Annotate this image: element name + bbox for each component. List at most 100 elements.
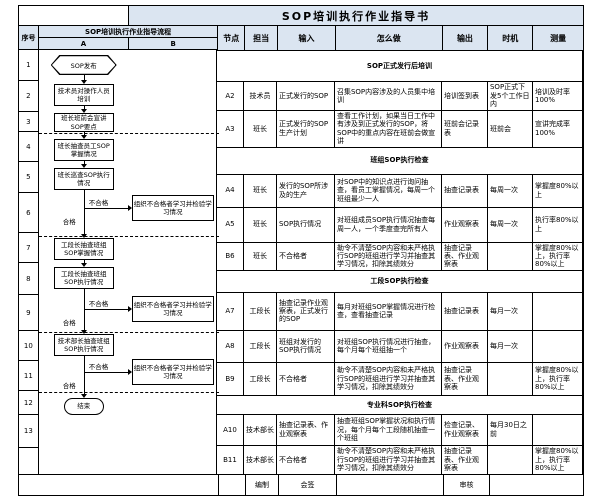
cell-measure: 宣讲完成率100% — [531, 110, 584, 148]
flow-start-shape: SOP发布 — [50, 55, 117, 75]
section-divider-dashed — [38, 332, 219, 333]
section-row: 专业科SOP执行检查 — [215, 394, 584, 415]
page-title: SOP培训执行作业指导书 — [129, 6, 583, 26]
seq-3: 3 — [19, 112, 39, 132]
cell-role: 班长 — [242, 110, 277, 148]
arrow-down-icon — [80, 135, 87, 139]
section-title: 专业科SOP执行检查 — [215, 394, 584, 415]
branch-pass-label: 合格 — [62, 382, 76, 390]
cell-measure — [531, 329, 584, 363]
cell-how: 勒令不清楚SOP内容和未严格执行SOP的班组进行学习并抽查其学习情况，扣除其绩效… — [333, 241, 442, 271]
cell-role: 工段长 — [242, 361, 277, 396]
section-title: SOP正式发行后培训 — [215, 50, 584, 82]
seq-5: 5 — [19, 162, 39, 193]
header-band: 序号 SOP培训执行作业指导流程 A B 节点 担当 输入 怎么做 输出 时机 … — [19, 26, 584, 50]
seq-12: 12 — [19, 391, 39, 415]
seq-9: 9 — [19, 295, 39, 331]
cell-how: 查看工作计划，如果当日工作中有涉及到正式发行的SOP，将SOP中的重点内容在班前… — [333, 110, 442, 148]
col-header-timing: 时机 — [488, 26, 534, 50]
cell-measure — [531, 413, 584, 446]
cell-how: 对SOP中的知识点进行询问抽查，看员工掌握情况，每周一个班组最少一人 — [333, 173, 442, 208]
cell-how: 对班组SOP执行情况进行抽查，每个月每个班组抽一个 — [333, 329, 442, 363]
col-header-measure: 测量 — [533, 26, 584, 50]
cell-measure: 掌握度80%以上，执行率80%以上 — [531, 444, 584, 475]
section-title: 班组SOP执行检查 — [215, 146, 584, 175]
cell-measure: 掌握度80%以上，执行率80%以上 — [531, 361, 584, 396]
cell-output: 抽查记录表、作业观察表 — [440, 361, 488, 396]
branch-fail-label: 不合格 — [88, 300, 109, 308]
cell-timing: 每月一次 — [486, 329, 533, 363]
section-title: 工段SOP执行检查 — [215, 269, 584, 293]
flow-step-7: 工段长抽查班组SOP掌握情况 — [53, 238, 114, 260]
cell-measure: 掌握度80%以上，执行率80%以上 — [531, 241, 584, 271]
branch-fail-label: 不合格 — [88, 363, 109, 371]
flow-rework-11: 组织不合格者学习并检验学习情况 — [131, 359, 214, 385]
col-header-node: 节点 — [218, 26, 246, 50]
flow-step-10: 技术部长抽查班组SOP执行情况 — [53, 334, 114, 356]
table-row: A7 工段长 抽查记录作业观察表，正式发行的SOP 每月对班组SOP掌握情况进行… — [215, 291, 584, 331]
arrow-down-icon — [80, 263, 87, 267]
flow-step-4: 班长抽查员工SOP掌握情况 — [53, 139, 114, 161]
seq-13: 13 — [19, 415, 39, 448]
footer-spacer — [19, 474, 219, 495]
flow-end-shape: 结束 — [63, 398, 104, 415]
seq-6: 6 — [19, 193, 39, 233]
col-header-role: 担当 — [245, 26, 279, 50]
arrow-down-icon — [80, 164, 87, 168]
flow-header-ab: A B — [39, 38, 217, 49]
flow-connector — [83, 190, 85, 234]
table-row: A3 班长 正式发行的SOP 生产计划 查看工作计划，如果当日工作中有涉及到正式… — [215, 110, 584, 148]
cell-output: 检查记录、作业观察表 — [440, 413, 488, 446]
flow-rework-6: 组织不合格者学习并检验学习情况 — [131, 195, 214, 221]
cell-role: 工段长 — [242, 291, 277, 331]
process-table: SOP正式发行后培训 A2 技术员 正式发行的SOP 召集SOP内容涉及的人员集… — [215, 50, 584, 475]
footer-spacer — [337, 474, 444, 495]
arrow-down-icon — [80, 394, 87, 398]
cell-output: 班前会记录表 — [440, 110, 488, 148]
table-row: A2 技术员 正式发行的SOP 召集SOP内容涉及的人员集中培训 培训签到表 S… — [215, 81, 584, 111]
cell-output: 抽查记录表、作业观察表 — [440, 241, 488, 271]
table-row: B9 工段长 不合格者 勒令不清楚SOP内容和未严格执行SOP的班组进行学习并抽… — [215, 361, 584, 396]
flow-connector — [83, 106, 85, 109]
branch-pass-label: 合格 — [62, 218, 76, 226]
table-row: A5 班长 SOP执行情况 对班组成员SOP执行情况抽查每周一人，一个季度查完所… — [215, 206, 584, 243]
cell-timing — [486, 361, 533, 396]
cell-role: 班长 — [242, 241, 277, 271]
flowchart-canvas: SOP发布 技术员对操作人员培训 班长班前会宣讲SOP要点 班长抽查员工SOP掌… — [38, 50, 219, 475]
section-divider-dashed — [38, 392, 219, 393]
flow-connector — [83, 260, 85, 263]
cell-node: A5 — [215, 206, 244, 243]
flow-connector — [83, 161, 85, 164]
footer-countersign-label: 会签 — [279, 474, 337, 495]
title-row: SOP培训执行作业指导书 — [19, 6, 583, 26]
cell-role: 技术部长 — [242, 444, 277, 475]
section-divider-dashed — [38, 236, 219, 237]
cell-timing — [486, 241, 533, 271]
cell-input: 正式发行的SOP — [275, 81, 335, 111]
arrow-right-icon — [127, 369, 132, 375]
seq-4: 4 — [19, 132, 39, 162]
section-divider-dashed — [38, 133, 219, 134]
cell-input: SOP执行情况 — [275, 206, 335, 243]
cell-measure: 掌握度80%以上 — [531, 173, 584, 208]
branch-pass-label: 合格 — [62, 319, 76, 327]
section-row: 工段SOP执行检查 — [215, 269, 584, 293]
flow-header-b: B — [170, 39, 176, 48]
cell-input: 抽查记录表、作业观察表 — [275, 413, 335, 446]
cell-role: 技术部长 — [242, 413, 277, 446]
arrow-right-icon — [127, 205, 132, 211]
cell-input: 抽查记录作业观察表，正式发行的SOP — [275, 291, 335, 331]
seq-11: 11 — [19, 361, 39, 391]
seq-8: 8 — [19, 263, 39, 295]
cell-role: 班长 — [242, 173, 277, 208]
cell-output: 抽查记录表 — [440, 291, 488, 331]
cell-timing: 每周一次 — [486, 173, 533, 208]
table-row: A10 技术部长 抽查记录表、作业观察表 抽查班组SOP掌握状况和执行情况，每个… — [215, 413, 584, 446]
cell-how: 每月对班组SOP掌握情况进行检查，查看抽查记录 — [333, 291, 442, 331]
cell-role: 工段长 — [242, 329, 277, 363]
footer-spacer — [490, 475, 583, 495]
flow-connector — [83, 132, 85, 135]
table-row: B11 技术部长 不合格者 勒令不清楚SOP内容和未严格执行SOP的班组进行学习… — [215, 444, 584, 475]
section-row: 班组SOP执行检查 — [215, 146, 584, 175]
cell-role: 技术员 — [242, 81, 277, 111]
